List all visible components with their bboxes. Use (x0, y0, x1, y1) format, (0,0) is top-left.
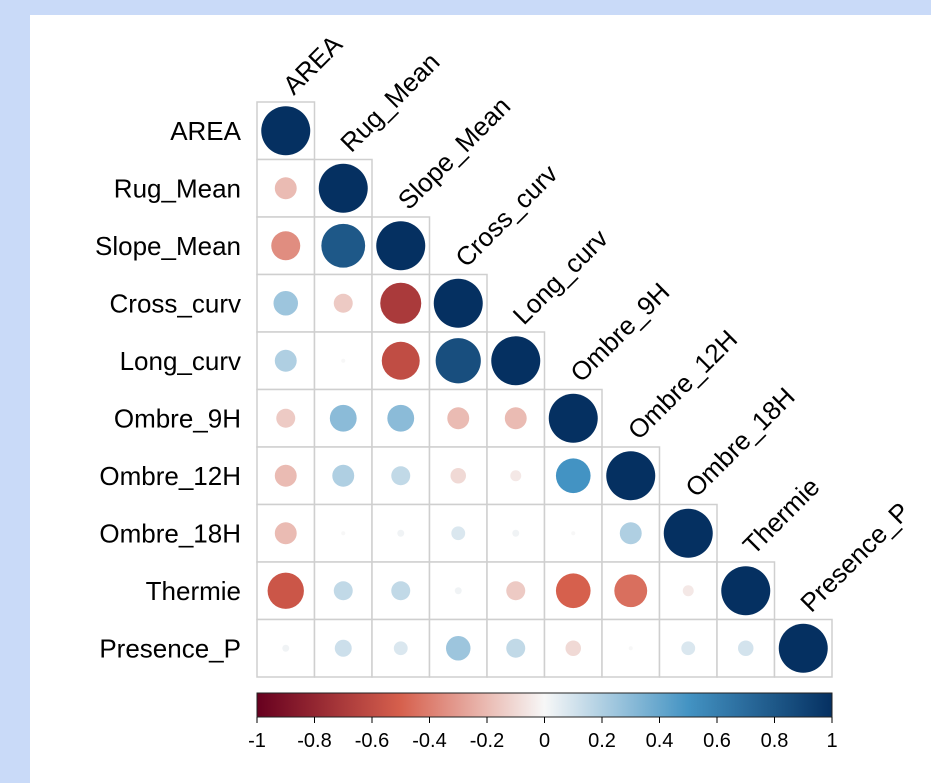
corr-circle-Ombre_18H-Slope_Mean (397, 529, 405, 537)
row-label: Slope_Mean (95, 231, 241, 261)
corr-circle-Long_curv-Cross_curv (435, 338, 481, 384)
colorbar-tick-label: 0.2 (588, 730, 616, 752)
colorbar-tick-label: 0.6 (703, 730, 731, 752)
corr-circle-Ombre_9H-Long_curv (504, 407, 527, 430)
corr-circle-Ombre_12H-Ombre_12H (606, 451, 656, 501)
corr-circle-Ombre_18H-Ombre_18H (663, 508, 713, 558)
corr-circle-Thermie-Ombre_12H (614, 574, 648, 608)
column-label: Ombre_9H (564, 277, 675, 388)
corr-circle-Long_curv-AREA (274, 349, 297, 372)
column-label: Slope_Mean (392, 91, 516, 215)
colorbar-tick-label: 1 (826, 730, 837, 752)
corr-circle-Presence_P-Ombre_12H (628, 646, 633, 651)
corr-circle-Slope_Mean-AREA (271, 231, 301, 261)
column-label: Long_curv (507, 223, 614, 330)
corr-circle-Rug_Mean-AREA (274, 177, 297, 200)
colorbar-tick-label: -0.8 (297, 730, 331, 752)
corr-circle-Ombre_18H-Rug_Mean (341, 531, 346, 536)
corr-circle-Ombre_18H-Ombre_9H (571, 531, 576, 536)
row-label: Ombre_18H (99, 518, 241, 548)
corr-circle-Presence_P-Thermie (738, 640, 754, 656)
corr-circle-Thermie-Ombre_18H (682, 585, 694, 597)
correlation-plot: AREARug_MeanSlope_MeanCross_curvLong_cur… (95, 28, 916, 752)
corr-circle-Slope_Mean-Slope_Mean (376, 221, 426, 271)
column-label: Cross_curv (449, 159, 563, 273)
corr-circle-Ombre_12H-Slope_Mean (391, 466, 411, 486)
corr-circle-Long_curv-Long_curv (491, 336, 541, 386)
corr-circle-Presence_P-Ombre_9H (565, 640, 581, 656)
corr-circle-Cross_curv-Rug_Mean (333, 293, 353, 313)
corr-circle-Presence_P-Rug_Mean (334, 639, 352, 657)
corr-circle-Ombre_12H-Rug_Mean (332, 464, 355, 487)
corr-circle-AREA-AREA (261, 106, 311, 156)
column-label: Rug_Mean (334, 47, 445, 158)
corr-circle-Thermie-Thermie (721, 566, 771, 616)
corr-circle-Ombre_12H-Long_curv (510, 470, 522, 482)
grid-cell (256, 446, 316, 506)
column-label: Ombre_18H (679, 381, 800, 502)
colorbar-tick-label: -1 (248, 730, 266, 752)
colorbar-tick-label: -0.6 (355, 730, 389, 752)
row-label: AREA (170, 116, 241, 146)
colorbar (256, 692, 833, 718)
colorbar-tick-label: 0.4 (646, 730, 674, 752)
corr-circle-Ombre_9H-AREA (276, 408, 296, 428)
corr-circle-Ombre_18H-Cross_curv (451, 526, 466, 541)
corr-circle-Presence_P-Presence_P (778, 623, 828, 673)
corr-circle-Ombre_9H-Ombre_9H (548, 393, 598, 443)
column-label: AREA (277, 28, 349, 100)
corr-circle-Ombre_12H-AREA (274, 464, 297, 487)
colorbar-tick-label: -0.2 (470, 730, 504, 752)
column-label: Ombre_12H (622, 324, 743, 445)
row-label: Presence_P (99, 633, 241, 663)
corr-circle-Presence_P-AREA (282, 644, 290, 652)
corr-circle-Thermie-AREA (267, 572, 304, 609)
corr-circle-Ombre_9H-Rug_Mean (329, 404, 357, 432)
corr-circle-Presence_P-Ombre_18H (681, 641, 696, 656)
row-label: Ombre_9H (114, 403, 241, 433)
corr-circle-Rug_Mean-Rug_Mean (318, 163, 368, 213)
row-label: Rug_Mean (114, 173, 241, 203)
corr-circle-Cross_curv-Slope_Mean (380, 282, 422, 324)
column-label: Thermie (737, 472, 826, 561)
column-label: Presence_P (794, 496, 915, 617)
corr-circle-Long_curv-Slope_Mean (381, 341, 420, 380)
corr-circle-Thermie-Slope_Mean (391, 581, 411, 601)
corr-circle-Ombre_12H-Cross_curv (450, 468, 466, 484)
corr-circle-Thermie-Cross_curv (454, 587, 462, 595)
corr-circle-Cross_curv-Cross_curv (433, 278, 483, 328)
colorbar-tick-label: 0.8 (761, 730, 789, 752)
corr-circle-Ombre_18H-Ombre_12H (619, 522, 642, 545)
corr-circle-Presence_P-Slope_Mean (393, 641, 408, 656)
corr-circle-Thermie-Ombre_9H (555, 573, 591, 609)
row-label: Cross_curv (110, 288, 241, 318)
row-label: Long_curv (120, 346, 241, 376)
corr-circle-Presence_P-Cross_curv (446, 636, 471, 661)
corr-circle-Ombre_9H-Slope_Mean (387, 404, 415, 432)
row-label: Thermie (146, 576, 241, 606)
corr-circle-Ombre_12H-Ombre_9H (555, 458, 591, 494)
corr-circle-Slope_Mean-Rug_Mean (321, 223, 366, 268)
corr-circle-Thermie-Rug_Mean (333, 581, 353, 601)
corr-circle-Thermie-Long_curv (506, 581, 526, 601)
corr-circle-Presence_P-Long_curv (506, 638, 526, 658)
grid-cell (313, 273, 373, 333)
chart-panel: AREA Rug_Mean Slope_Mean Cross_curv Long_cur… (30, 15, 931, 783)
colorbar-tick-label: -0.4 (412, 730, 446, 752)
corr-circle-Ombre_18H-Long_curv (512, 529, 520, 537)
row-label: Ombre_12H (99, 461, 241, 491)
corr-circle-Long_curv-Rug_Mean (341, 358, 346, 363)
corr-circle-Cross_curv-AREA (273, 291, 298, 316)
corr-circle-Ombre_9H-Cross_curv (447, 407, 470, 430)
corr-circle-Ombre_18H-AREA (274, 522, 297, 545)
colorbar-tick-label: 0 (539, 730, 550, 752)
